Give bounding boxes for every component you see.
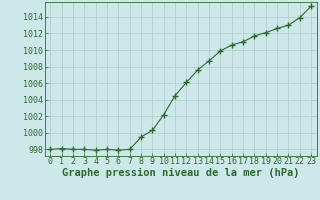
X-axis label: Graphe pression niveau de la mer (hPa): Graphe pression niveau de la mer (hPa): [62, 168, 300, 178]
